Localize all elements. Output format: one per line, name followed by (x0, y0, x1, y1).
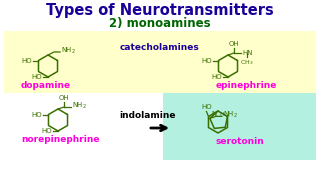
Text: epinephrine: epinephrine (215, 80, 277, 89)
Text: catecholamines: catecholamines (120, 42, 200, 51)
Text: NH$_2$: NH$_2$ (223, 110, 238, 120)
Text: 2) monoamines: 2) monoamines (109, 17, 211, 30)
FancyBboxPatch shape (4, 31, 316, 93)
Text: serotonin: serotonin (216, 138, 264, 147)
Text: HO: HO (41, 128, 52, 134)
Text: dopamine: dopamine (21, 80, 71, 89)
Text: NH$_2$: NH$_2$ (72, 101, 87, 111)
Text: CH$_3$: CH$_3$ (240, 58, 254, 67)
Text: HO: HO (201, 103, 212, 109)
FancyBboxPatch shape (163, 93, 316, 160)
Text: N: N (212, 111, 217, 117)
Text: HO: HO (32, 111, 43, 118)
Text: indolamine: indolamine (120, 111, 176, 120)
Text: Types of Neurotransmitters: Types of Neurotransmitters (46, 3, 274, 17)
Text: HO: HO (22, 57, 32, 64)
Text: HO: HO (202, 57, 212, 64)
Text: HO: HO (31, 74, 42, 80)
Text: HO: HO (212, 74, 222, 80)
Text: OH: OH (229, 41, 239, 47)
Text: norepinephrine: norepinephrine (21, 134, 99, 143)
Text: OH: OH (59, 95, 69, 101)
Text: H: H (219, 111, 224, 116)
Text: NH$_2$: NH$_2$ (61, 46, 76, 56)
Text: HN: HN (242, 50, 252, 56)
